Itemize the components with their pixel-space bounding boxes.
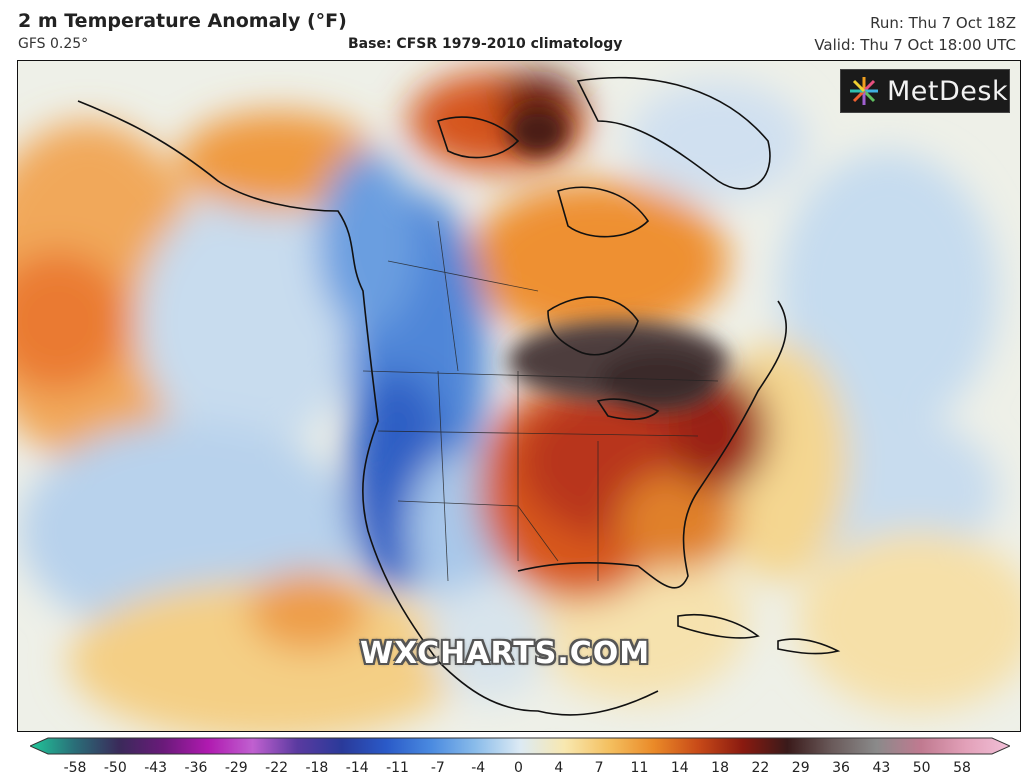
legend-tick-label: -29 <box>224 760 248 776</box>
metdesk-logo-text: MetDesk <box>887 75 1009 107</box>
legend-tick-label: 22 <box>751 760 770 776</box>
legend-tick-label: 4 <box>554 760 564 776</box>
borders <box>362 220 719 582</box>
legend-tick-label: 50 <box>912 760 931 776</box>
legend-tick-label: 29 <box>791 760 810 776</box>
wxcharts-watermark: WXCHARTS.COM <box>360 636 651 671</box>
model-label: GFS 0.25° <box>18 36 89 52</box>
valid-time-label: Valid: Thu 7 Oct 18:00 UTC <box>814 36 1016 54</box>
legend-tick-label: 0 <box>514 760 523 776</box>
legend-tick-label: 7 <box>594 760 604 776</box>
legend-tick-labels: -58 -50 -43 -36 -29 -22 -18 -14 -11 -7 -4 0 4 7 11 14 18… <box>0 760 1024 780</box>
legend-tick-label: 18 <box>711 760 729 776</box>
legend-tick-label: -36 <box>184 760 208 776</box>
anomaly-field <box>18 71 1020 731</box>
metdesk-burst-icon <box>850 77 878 105</box>
climatology-base-label: Base: CFSR 1979-2010 climatology <box>348 36 623 52</box>
legend-colorbar <box>30 737 1010 755</box>
run-time-label: Run: Thu 7 Oct 18Z <box>870 14 1016 32</box>
chart-title: 2 m Temperature Anomaly (°F) <box>18 10 347 32</box>
coastlines <box>77 76 841 716</box>
legend-tick-label: 36 <box>832 760 850 776</box>
legend-tick-label: -7 <box>430 760 445 776</box>
metdesk-logo: MetDesk <box>840 69 1010 113</box>
legend-tick-label: -22 <box>265 760 289 776</box>
legend-tick-label: -14 <box>345 760 369 776</box>
legend-tick-label: 43 <box>872 760 891 776</box>
legend-tick-label: -4 <box>471 760 486 776</box>
legend-tick-label: -50 <box>103 760 127 776</box>
map-canvas <box>18 61 1020 731</box>
legend-tick-label: 11 <box>630 760 649 776</box>
legend-tick-label: -58 <box>63 760 87 776</box>
legend-tick-label: -11 <box>386 760 409 776</box>
anomaly-map: MetDesk <box>17 60 1021 732</box>
legend-tick-label: 14 <box>670 760 689 776</box>
legend-tick-label: -18 <box>305 760 329 776</box>
legend-tick-label: 58 <box>953 760 971 776</box>
legend-tick-label: -43 <box>144 760 168 776</box>
